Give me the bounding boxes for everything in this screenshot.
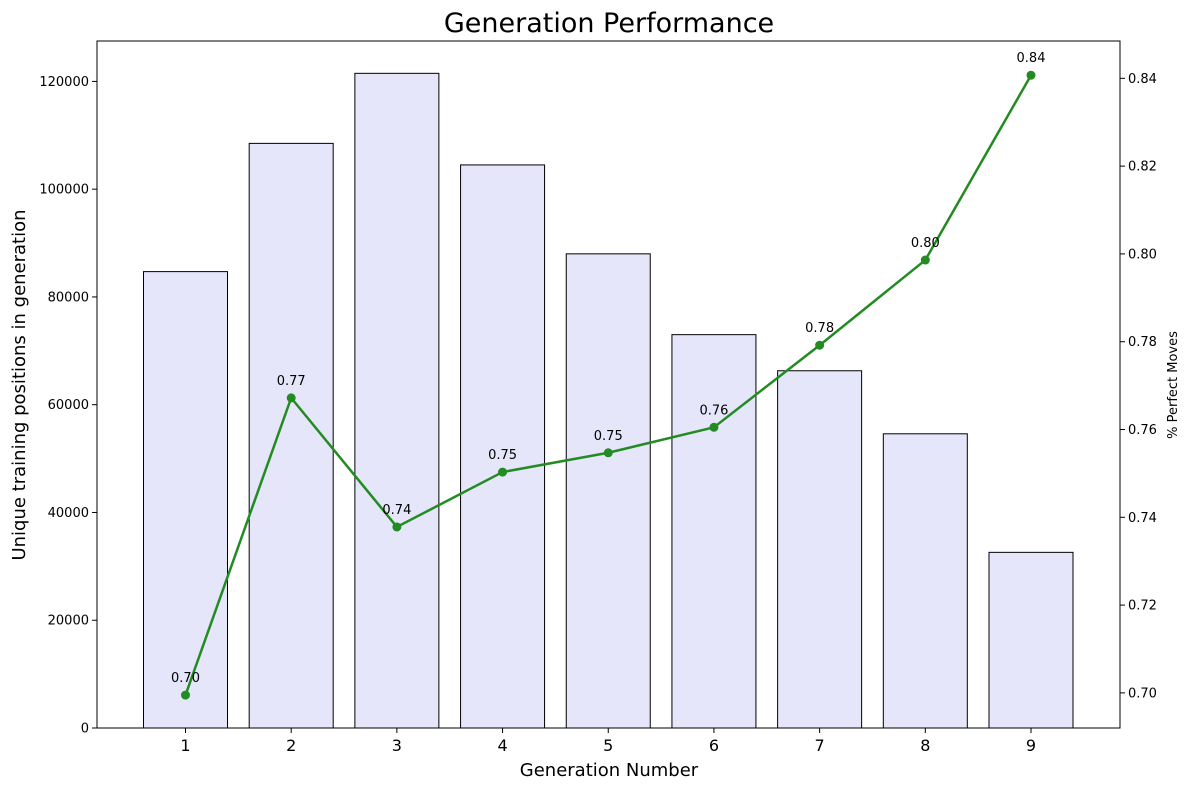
perfect-moves-point-8 <box>920 255 930 265</box>
x-tick-label: 2 <box>286 736 296 755</box>
perfect-moves-point-6 <box>709 422 719 432</box>
x-axis-label: Generation Number <box>520 760 699 781</box>
data-label-8: 0.80 <box>911 236 940 251</box>
x-tick-label: 9 <box>1026 736 1036 755</box>
bar-generation-6 <box>671 334 757 729</box>
data-label-2: 0.77 <box>277 374 306 389</box>
y2-tick-label: 0.70 <box>1128 686 1157 701</box>
y2-tick-label: 0.84 <box>1128 72 1157 87</box>
bar-generation-2 <box>248 142 334 729</box>
perfect-moves-point-3 <box>392 522 402 532</box>
data-label-4: 0.75 <box>488 448 517 463</box>
bar-generation-7 <box>777 370 863 729</box>
perfect-moves-point-1 <box>181 690 190 700</box>
y2-tick-label: 0.80 <box>1128 247 1157 262</box>
x-tick-label: 6 <box>709 736 719 755</box>
y-tick-label: 120000 <box>39 75 89 90</box>
y-tick-label: 20000 <box>48 614 89 629</box>
y-tick-label: 60000 <box>48 398 89 413</box>
perfect-moves-point-2 <box>286 393 296 403</box>
data-label-6: 0.76 <box>699 403 728 418</box>
perfect-moves-point-5 <box>603 448 613 458</box>
data-label-9: 0.84 <box>1017 51 1046 66</box>
data-label-5: 0.75 <box>594 429 623 444</box>
bars-layer <box>143 72 1074 729</box>
y2-tick-label: 0.74 <box>1128 511 1157 526</box>
y2-tick-label: 0.78 <box>1128 335 1157 350</box>
chart-title: Generation Performance <box>444 8 774 39</box>
y-axis-left: 0 20000 40000 60000 80000 100000 120000 <box>39 75 97 737</box>
y-tick-label: 100000 <box>39 183 89 198</box>
data-label-7: 0.78 <box>805 321 834 336</box>
data-label-3: 0.74 <box>382 503 411 518</box>
bar-generation-9 <box>988 551 1074 729</box>
bar-generation-1 <box>143 271 228 729</box>
x-tick-label: 7 <box>815 736 825 755</box>
y2-tick-label: 0.72 <box>1128 599 1157 614</box>
x-tick-label: 4 <box>497 736 507 755</box>
bar-generation-4 <box>460 164 546 729</box>
x-tick-label: 5 <box>603 736 613 755</box>
y-tick-label: 0 <box>81 722 89 737</box>
y2-axis-label: % Perfect Moves <box>1166 331 1181 439</box>
x-tick-label: 3 <box>392 736 402 755</box>
bar-generation-3 <box>354 72 440 729</box>
x-tick-label: 8 <box>920 736 930 755</box>
data-label-1: 0.70 <box>171 671 200 686</box>
x-axis: 1 2 3 4 5 6 7 8 9 <box>180 728 1036 755</box>
y2-tick-label: 0.76 <box>1128 423 1157 438</box>
line-layer: 0.70 0.77 0.74 0.75 0.75 0.76 0.78 0.80 0.84 <box>171 51 1046 700</box>
y2-tick-label: 0.82 <box>1128 160 1157 175</box>
y-tick-label: 80000 <box>48 290 89 305</box>
perfect-moves-point-4 <box>498 467 508 477</box>
perfect-moves-point-7 <box>815 340 825 350</box>
x-tick-label: 1 <box>180 736 190 755</box>
y-axis-right: 0.70 0.72 0.74 0.76 0.78 0.80 0.82 0.84 <box>1120 72 1157 701</box>
bar-generation-5 <box>565 253 651 729</box>
y-axis-label: Unique training positions in generation <box>9 209 30 560</box>
perfect-moves-point-9 <box>1026 70 1036 80</box>
bar-generation-8 <box>882 433 968 729</box>
y-tick-label: 40000 <box>48 506 89 521</box>
